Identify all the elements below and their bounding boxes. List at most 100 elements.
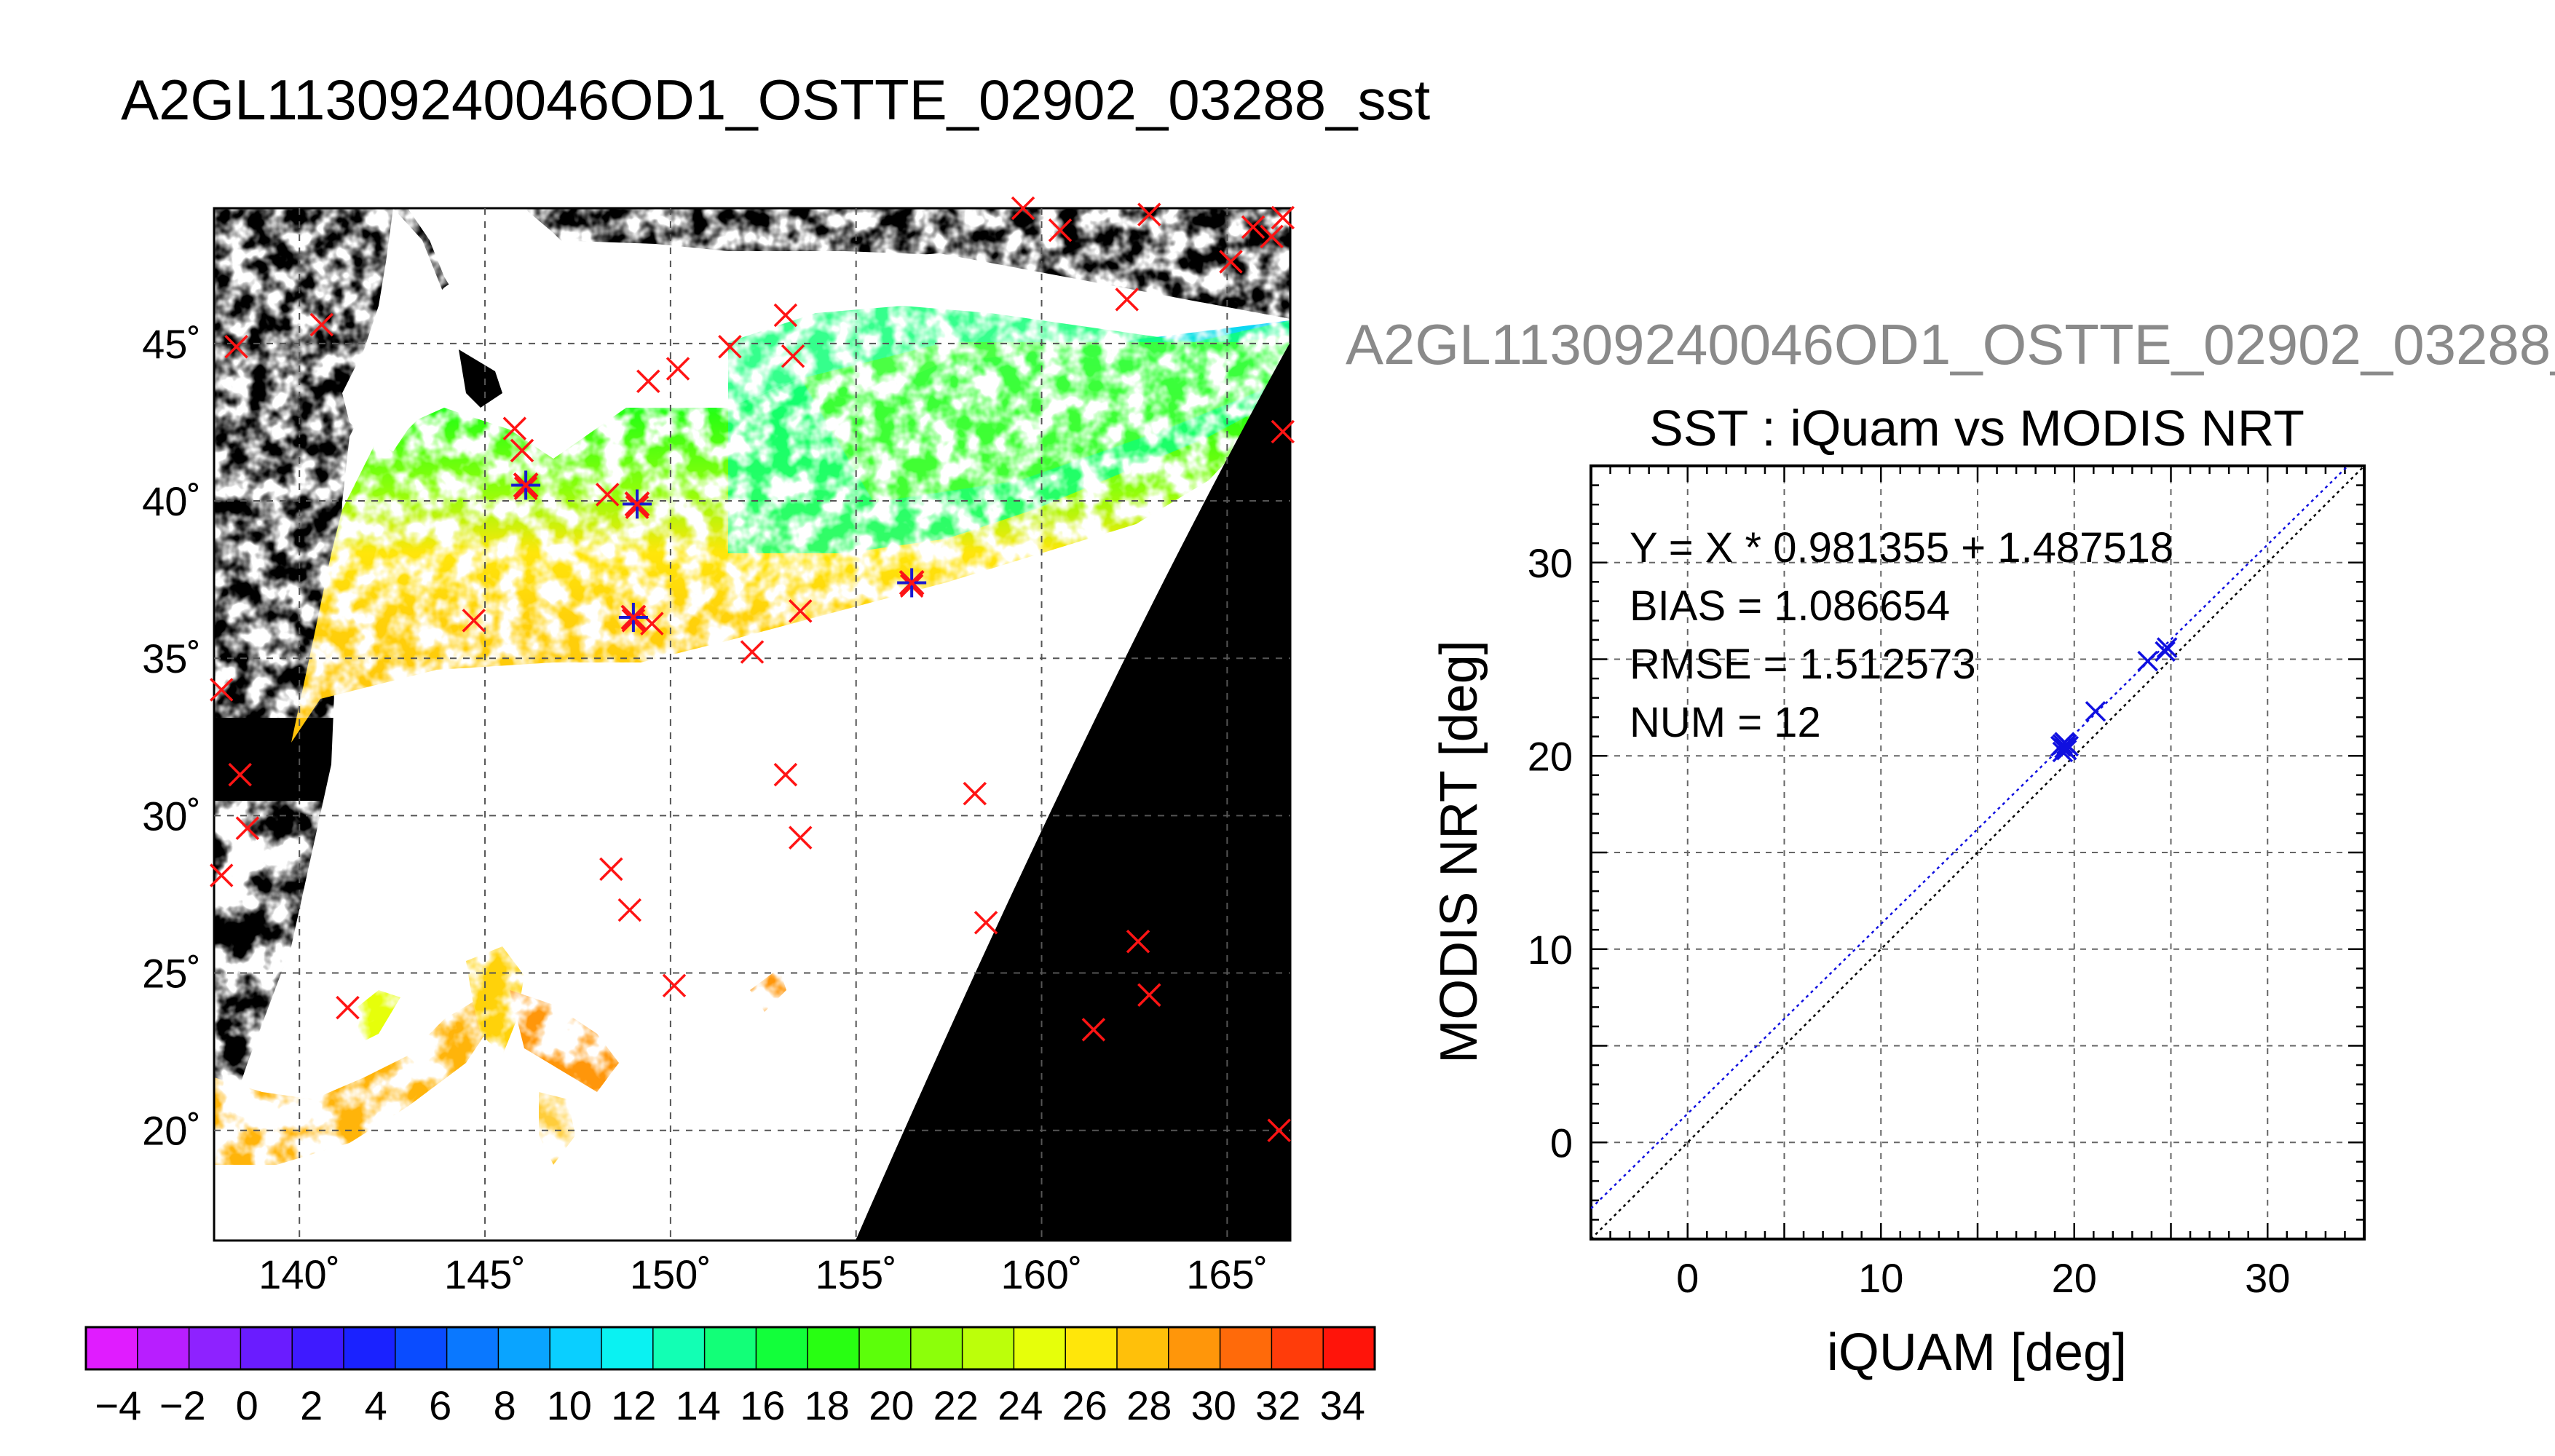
colorbar-swatch — [446, 1327, 499, 1369]
iquam-point-marker — [1260, 224, 1284, 249]
iquam-point-marker — [1241, 215, 1265, 240]
iquam-point-marker — [963, 781, 987, 806]
colorbar-swatch — [807, 1327, 860, 1369]
colorbar-swatch — [1168, 1327, 1221, 1369]
iquam-point-marker — [789, 599, 813, 623]
colorbar-tick-label: 32 — [1255, 1382, 1300, 1428]
regression-stats: Y = X * 0.981355 + 1.487518 BIAS = 1.0866… — [1630, 524, 2173, 746]
map-matchup-markers — [209, 196, 1295, 1142]
scatter-y-tick-label: 20 — [1528, 733, 1573, 779]
scatter-point — [2137, 650, 2158, 672]
scatter-tick-labels: 0 10 20 30 0 10 20 30 — [1528, 540, 2291, 1301]
scatter-point — [2054, 737, 2075, 759]
scatter-points — [2050, 637, 2178, 763]
iquam-point-marker — [666, 357, 690, 381]
iquam-point-marker — [773, 762, 798, 787]
iquam-point-marker — [1267, 1118, 1291, 1142]
iquam-point-marker — [1137, 202, 1161, 226]
scatter-x-tick-label: 0 — [1676, 1255, 1699, 1301]
colorbar-swatch — [498, 1327, 550, 1369]
iquam-point-marker — [1219, 250, 1243, 274]
colorbar-swatch — [962, 1327, 1014, 1369]
sst-field — [214, 208, 1290, 1238]
scatter-header-title: A2GL11309240046OD1_OSTTE_02902_03288_s — [1346, 312, 2555, 376]
iquam-point-marker — [1081, 1018, 1106, 1042]
colorbar-tick-label: 10 — [547, 1382, 592, 1428]
regression-stat-line: RMSE = 1.512573 — [1630, 641, 1976, 688]
iquam-point-marker — [740, 640, 765, 664]
sst-scatter-plot: SST : iQuam vs MODIS NRT 0 10 20 300102030 … — [1430, 400, 2366, 1382]
scatter-x-tick-label: 30 — [2245, 1255, 2290, 1301]
colorbar-swatch — [1271, 1327, 1324, 1369]
colorbar-tick-label: −2 — [159, 1382, 206, 1428]
iquam-point-marker — [620, 604, 647, 630]
iquam-point-marker — [224, 334, 248, 359]
scatter-point — [2085, 700, 2106, 722]
colorbar-tick-label: 6 — [429, 1382, 451, 1428]
colorbar-swatch — [1014, 1327, 1066, 1369]
iquam-point-marker — [974, 911, 998, 935]
iquam-point-marker — [228, 762, 252, 787]
iquam-point-marker — [502, 416, 527, 440]
colorbar-tick-label: 0 — [236, 1382, 258, 1428]
colorbar-tick-label: 16 — [740, 1382, 785, 1428]
iquam-point-marker — [1137, 983, 1161, 1008]
colorbar-swatch — [550, 1327, 602, 1369]
map-x-tick-label: 150˚ — [630, 1251, 711, 1297]
colorbar-swatch — [652, 1327, 706, 1369]
scatter-y-tick-label: 10 — [1528, 927, 1573, 973]
colorbar-tick-label: 2 — [300, 1382, 323, 1428]
iquam-point-marker — [510, 438, 534, 463]
matchup-point-marker — [623, 489, 652, 519]
iquam-point-marker — [1048, 218, 1073, 242]
scatter-title: SST : iQuam vs MODIS NRT — [1649, 400, 2305, 456]
iquam-point-marker — [209, 863, 234, 887]
colorbar-swatch — [601, 1327, 654, 1369]
iquam-point-marker — [595, 483, 620, 507]
iquam-point-marker — [309, 312, 334, 337]
colorbar-swatch — [1117, 1327, 1169, 1369]
map-title: A2GL11309240046OD1_OSTTE_02902_03288_sst — [121, 68, 1431, 132]
colorbar-tick-label: 4 — [365, 1382, 387, 1428]
colorbar-swatch — [756, 1327, 808, 1369]
scatter-point — [2156, 637, 2178, 658]
scatter-x-tick-label: 20 — [2052, 1255, 2097, 1301]
iquam-point-marker — [209, 678, 234, 702]
regression-stat-line: NUM = 12 — [1630, 699, 1821, 746]
map-y-tick-label: 40˚ — [142, 478, 201, 524]
colorbar-swatch — [240, 1327, 293, 1369]
colorbar-swatch — [704, 1327, 757, 1369]
colorbar-tick-label: 14 — [676, 1382, 721, 1428]
identity-line — [1591, 466, 2364, 1239]
colorbar-swatch — [1065, 1327, 1118, 1369]
scatter-x-tick-label: 10 — [1858, 1255, 1903, 1301]
sst-map: 140˚ 145˚ 150˚ 155˚ 160˚ 165˚ 20˚ 25˚ 30˚ 35˚ 40˚ 4… — [142, 196, 1295, 1297]
colorbar-tick-label: 20 — [869, 1382, 914, 1428]
iquam-point-marker — [462, 609, 486, 633]
matchup-point-marker — [618, 603, 648, 633]
colorbar-tick-label: −4 — [95, 1382, 141, 1428]
map-tick-labels: 140˚ 145˚ 150˚ 155˚ 160˚ 165˚ 20˚ 25˚ 30˚ 35˚ 40˚ 4… — [142, 321, 1268, 1297]
colorbar-tick-label: 26 — [1062, 1382, 1107, 1428]
map-x-tick-label: 160˚ — [1000, 1251, 1082, 1297]
iquam-point-marker — [1115, 288, 1139, 312]
colorbar-swatch — [910, 1327, 963, 1369]
regression-stat-line: BIAS = 1.086654 — [1630, 582, 1950, 630]
iquam-point-marker — [617, 898, 642, 922]
iquam-point-marker — [789, 826, 813, 850]
map-y-tick-label: 25˚ — [142, 951, 201, 997]
colorbar-swatch — [86, 1327, 138, 1369]
colorbar-tick-label: 24 — [998, 1382, 1043, 1428]
colorbar-swatch — [1323, 1327, 1375, 1369]
map-y-tick-label: 45˚ — [142, 321, 201, 367]
iquam-point-marker — [773, 303, 798, 328]
map-x-tick-label: 155˚ — [816, 1251, 897, 1297]
iquam-point-marker — [899, 570, 925, 596]
colorbar-tick-label: 22 — [933, 1382, 979, 1428]
iquam-point-marker — [1271, 205, 1295, 230]
colorbar-swatch — [292, 1327, 344, 1369]
scatter-y-tick-label: 0 — [1550, 1120, 1573, 1166]
colorbar-swatch — [189, 1327, 241, 1369]
colorbar-tick-label: 34 — [1320, 1382, 1365, 1428]
